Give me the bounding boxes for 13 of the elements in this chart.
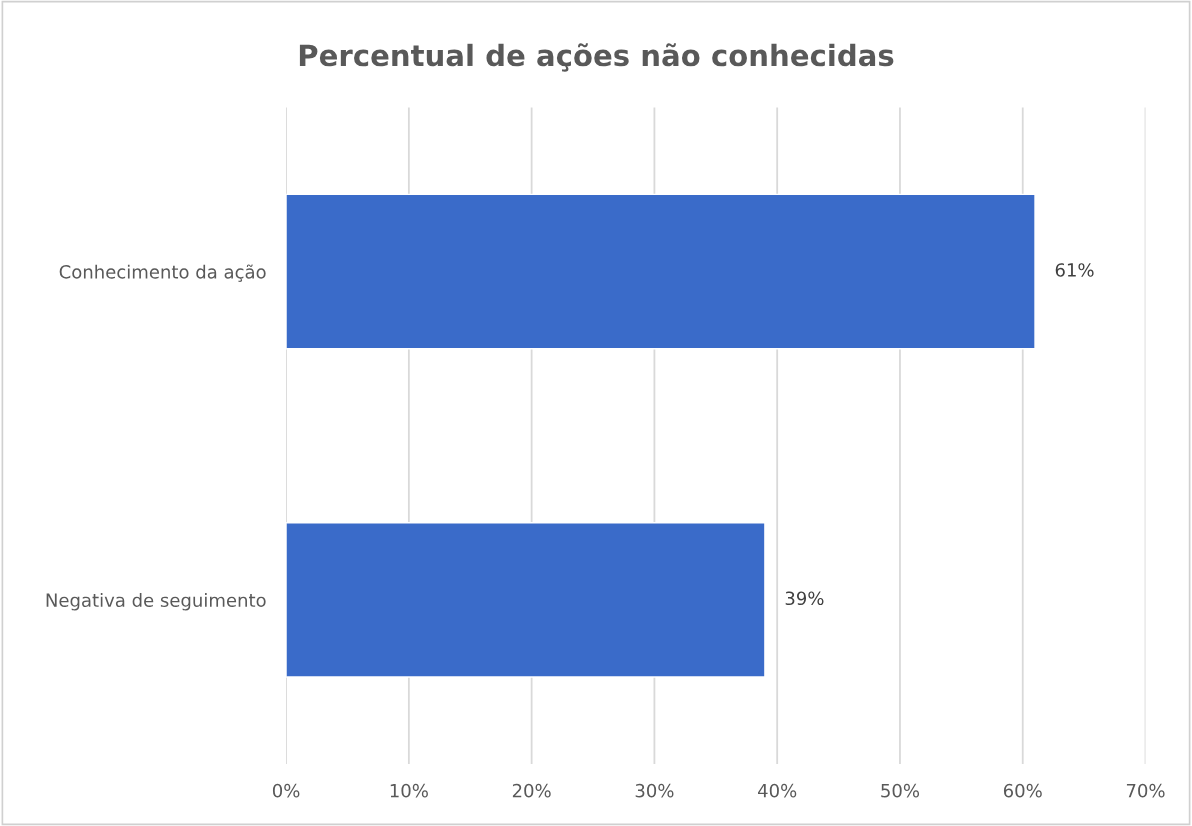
x-tick-label: 20% <box>512 783 551 798</box>
x-tick-label: 60% <box>1003 783 1042 798</box>
y-tick-label: Conhecimento da ação <box>59 264 266 282</box>
x-tick-label: 50% <box>881 783 920 798</box>
y-tick-label: Negativa de seguimento <box>46 593 266 611</box>
x-tick-label: 40% <box>758 783 797 798</box>
x-tick-label: 0% <box>272 783 300 798</box>
data-label: 39% <box>785 591 824 606</box>
chart-title: Percentual de ações não conhecidas <box>299 43 894 72</box>
x-tick-label: 30% <box>635 783 674 798</box>
x-tick-label: 70% <box>1126 783 1165 798</box>
x-tick-label: 10% <box>390 783 428 798</box>
data-label: 61% <box>1055 263 1094 277</box>
